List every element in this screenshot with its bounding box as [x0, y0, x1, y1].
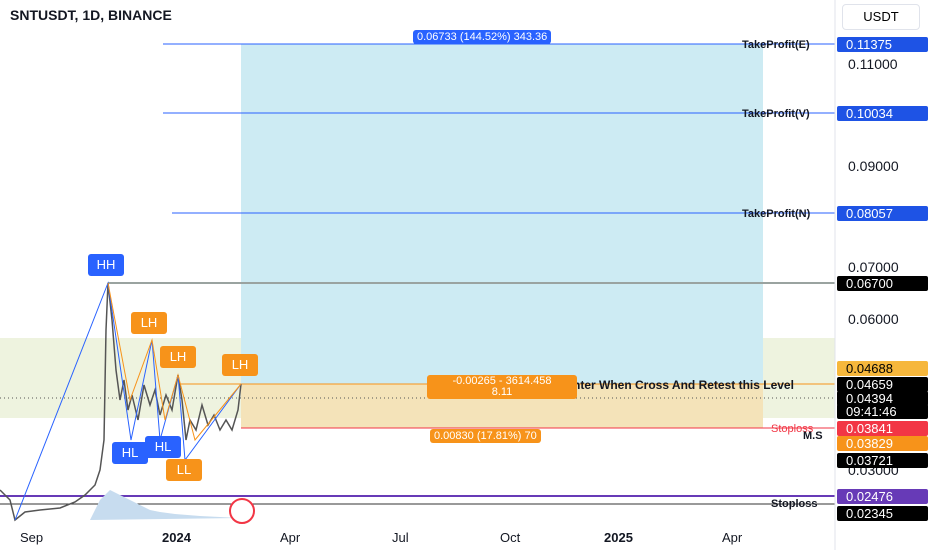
- level-label: TakeProfit(V): [742, 108, 810, 120]
- target-zone: [241, 44, 763, 384]
- zigzag: [14, 281, 242, 521]
- price-axis-label: 0.11000: [848, 56, 898, 72]
- time-axis-label: Jul: [392, 530, 409, 545]
- event-icon: [229, 498, 255, 524]
- volume: [90, 490, 240, 520]
- price-tag: 0.06700: [837, 276, 928, 291]
- price-tag: 0.03841: [837, 421, 928, 436]
- time-axis-label: 2025: [604, 530, 633, 545]
- price-tag: 0.04688: [837, 361, 928, 376]
- price-tag: 0.02476: [837, 489, 928, 504]
- price-tag: 0.10034: [837, 106, 928, 121]
- pivot: HH: [88, 254, 124, 276]
- level-label: Stoploss: [771, 498, 818, 510]
- open-label: -0.00265 - 3614.458 8.11: [427, 375, 577, 399]
- currency-button[interactable]: USDT: [842, 4, 920, 30]
- symbol: SNTUSDT, 1D, BINANCE: [10, 7, 172, 23]
- pivot: HL: [112, 442, 148, 464]
- price-tag: 0.03721: [837, 453, 928, 468]
- price-axis-label: 0.07000: [848, 259, 899, 275]
- pivot: LH: [131, 312, 167, 334]
- level-label: TakeProfit(N): [742, 208, 811, 220]
- price-tag: 0.03829: [837, 436, 928, 451]
- time-axis-label: 2024: [162, 530, 191, 545]
- time-axis-label: Oct: [500, 530, 521, 545]
- price-tag: 09:41:46: [837, 404, 928, 419]
- time-axis-label: Apr: [722, 530, 743, 545]
- stop-label: 0.00830 (17.81%) 70: [430, 429, 541, 443]
- level-label: TakeProfit(E): [742, 39, 810, 51]
- open-line: -0.00265 - 3614.458: [452, 375, 552, 387]
- level-label: Stoploss: [771, 423, 814, 435]
- price-tag: 0.04394: [837, 391, 928, 406]
- time-axis-label: Sep: [20, 530, 44, 545]
- level-label: M.S: [803, 430, 823, 442]
- pivot: LH: [160, 346, 196, 368]
- price-axis-label: 0.06000: [848, 311, 899, 327]
- price-axis-label: 0.09000: [848, 158, 899, 174]
- pivot: HL: [145, 436, 181, 458]
- price-tag: 0.08057: [837, 206, 928, 221]
- zigzag-2: [107, 282, 242, 442]
- time-axis-label: Apr: [280, 530, 301, 545]
- pivot: LH: [222, 354, 258, 376]
- target-label: 0.06733 (144.52%) 343.36: [413, 30, 552, 44]
- price-tag: 0.11375: [837, 37, 928, 52]
- price-tag: 0.04659: [837, 377, 928, 392]
- open-line: 8.11: [491, 386, 513, 398]
- price-series: [0, 282, 242, 522]
- pivot: LL: [166, 459, 202, 481]
- price-tag: 0.02345: [837, 506, 928, 521]
- level-label: Enter When Cross And Retest this Level: [565, 378, 794, 392]
